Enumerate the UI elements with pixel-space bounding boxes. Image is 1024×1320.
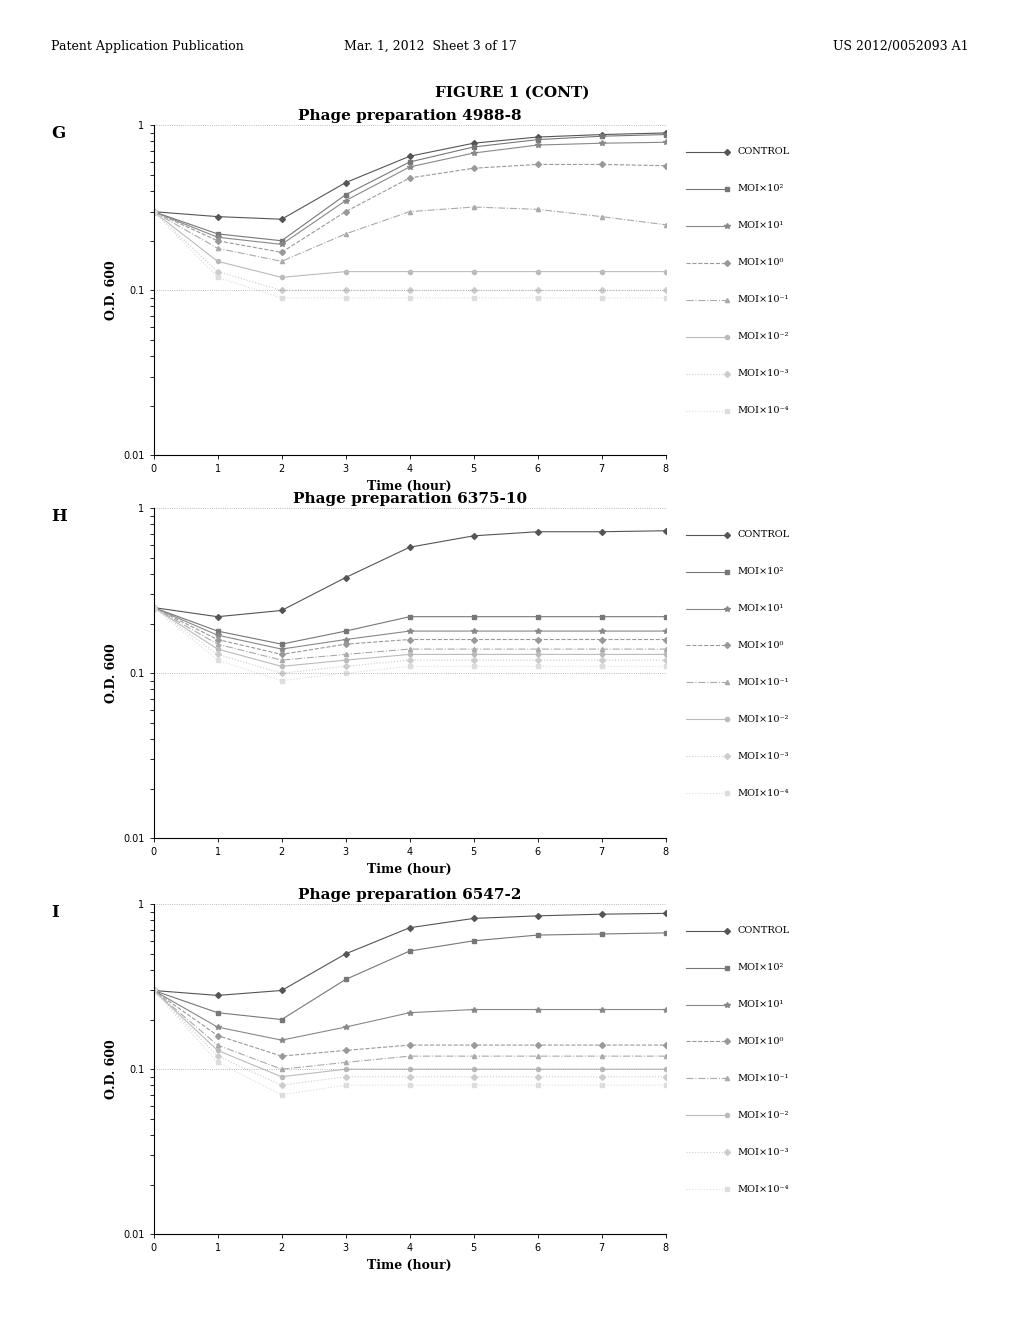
Text: MOI×10²: MOI×10² [737,568,783,576]
Text: MOI×10⁰: MOI×10⁰ [737,1038,783,1045]
Text: MOI×10⁰: MOI×10⁰ [737,259,783,267]
Text: MOI×10⁻³: MOI×10⁻³ [737,1148,788,1156]
Text: MOI×10¹: MOI×10¹ [737,605,783,612]
Text: I: I [51,904,59,921]
Text: CONTROL: CONTROL [737,927,790,935]
Y-axis label: O.D. 600: O.D. 600 [104,1039,118,1100]
Text: MOI×10⁻⁴: MOI×10⁻⁴ [737,789,788,797]
Y-axis label: O.D. 600: O.D. 600 [104,643,118,704]
Text: FIGURE 1 (CONT): FIGURE 1 (CONT) [435,86,589,100]
Text: H: H [51,508,67,525]
Text: MOI×10⁻²: MOI×10⁻² [737,333,788,341]
Text: MOI×10⁻³: MOI×10⁻³ [737,752,788,760]
Text: MOI×10⁻⁴: MOI×10⁻⁴ [737,1185,788,1193]
Text: Mar. 1, 2012  Sheet 3 of 17: Mar. 1, 2012 Sheet 3 of 17 [344,40,516,53]
Y-axis label: O.D. 600: O.D. 600 [104,260,118,321]
X-axis label: Time (hour): Time (hour) [368,863,452,875]
X-axis label: Time (hour): Time (hour) [368,480,452,492]
Text: MOI×10²: MOI×10² [737,185,783,193]
Title: Phage preparation 4988-8: Phage preparation 4988-8 [298,108,521,123]
Title: Phage preparation 6375-10: Phage preparation 6375-10 [293,491,526,506]
Text: US 2012/0052093 A1: US 2012/0052093 A1 [834,40,969,53]
Text: MOI×10⁻³: MOI×10⁻³ [737,370,788,378]
Text: MOI×10⁰: MOI×10⁰ [737,642,783,649]
Text: MOI×10²: MOI×10² [737,964,783,972]
Text: MOI×10⁻¹: MOI×10⁻¹ [737,296,788,304]
X-axis label: Time (hour): Time (hour) [368,1259,452,1271]
Text: CONTROL: CONTROL [737,148,790,156]
Text: MOI×10¹: MOI×10¹ [737,1001,783,1008]
Text: MOI×10¹: MOI×10¹ [737,222,783,230]
Text: Patent Application Publication: Patent Application Publication [51,40,244,53]
Text: MOI×10⁻¹: MOI×10⁻¹ [737,678,788,686]
Text: G: G [51,125,66,143]
Text: MOI×10⁻¹: MOI×10⁻¹ [737,1074,788,1082]
Title: Phage preparation 6547-2: Phage preparation 6547-2 [298,887,521,902]
Text: MOI×10⁻²: MOI×10⁻² [737,1111,788,1119]
Text: MOI×10⁻²: MOI×10⁻² [737,715,788,723]
Text: CONTROL: CONTROL [737,531,790,539]
Text: MOI×10⁻⁴: MOI×10⁻⁴ [737,407,788,414]
